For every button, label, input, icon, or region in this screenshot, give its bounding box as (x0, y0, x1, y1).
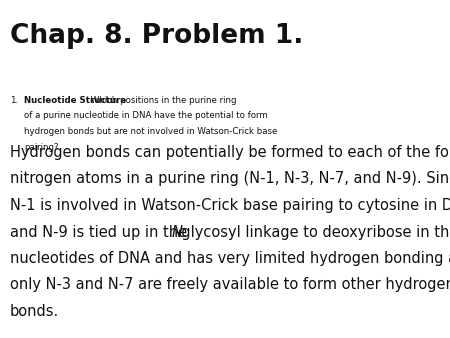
Text: N-1 is involved in Watson-Crick base pairing to cytosine in DNA,: N-1 is involved in Watson-Crick base pai… (10, 198, 450, 213)
Text: Hydrogen bonds can potentially be formed to each of the four: Hydrogen bonds can potentially be formed… (10, 145, 450, 160)
Text: of a purine nucleotide in DNA have the potential to form: of a purine nucleotide in DNA have the p… (24, 112, 268, 121)
Text: nitrogen atoms in a purine ring (N-1, N-3, N-7, and N-9). Since: nitrogen atoms in a purine ring (N-1, N-… (10, 171, 450, 187)
Text: 1.: 1. (10, 96, 18, 105)
Text: Nucleotide Structure: Nucleotide Structure (24, 96, 126, 105)
Text: pairing?: pairing? (24, 143, 58, 151)
Text: bonds.: bonds. (10, 304, 59, 319)
Text: only N-3 and N-7 are freely available to form other hydrogen: only N-3 and N-7 are freely available to… (10, 277, 450, 292)
Text: and N-9 is tied up in the: and N-9 is tied up in the (10, 224, 192, 240)
Text: Chap. 8. Problem 1.: Chap. 8. Problem 1. (10, 23, 303, 49)
Text: Which positions in the purine ring: Which positions in the purine ring (88, 96, 237, 105)
Text: N: N (171, 224, 182, 240)
Text: nucleotides of DNA and has very limited hydrogen bonding ability,: nucleotides of DNA and has very limited … (10, 251, 450, 266)
Text: hydrogen bonds but are not involved in Watson-Crick base: hydrogen bonds but are not involved in W… (24, 127, 277, 136)
Text: -glycosyl linkage to deoxyribose in the: -glycosyl linkage to deoxyribose in the (176, 224, 450, 240)
